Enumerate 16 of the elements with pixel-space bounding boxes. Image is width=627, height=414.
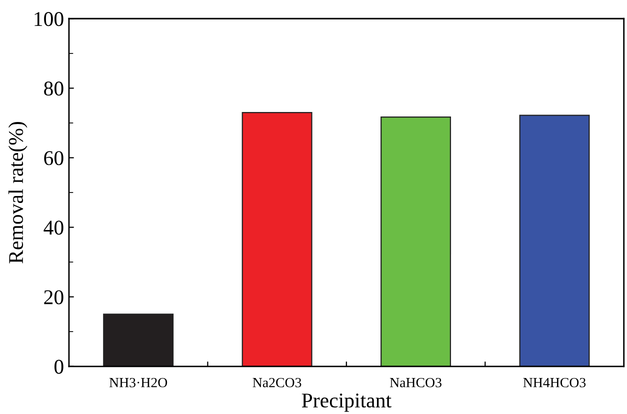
y-tick-label: 80 — [44, 82, 64, 96]
x-tick-label: NaHCO3 — [390, 378, 442, 388]
bar — [242, 112, 312, 366]
y-tick-label: 60 — [44, 151, 64, 166]
bar — [519, 114, 590, 366]
x-tick-label: Na2CO3 — [252, 378, 302, 388]
x-axis-title: Precipitant — [302, 394, 392, 412]
bar — [380, 116, 452, 366]
bar — [103, 314, 174, 366]
y-axis-title: Removal rate(%) — [8, 122, 28, 264]
y-tick-label: 100 — [34, 12, 64, 26]
x-tick-label: NH4HCO3 — [523, 378, 586, 388]
y-tick-label: 20 — [44, 290, 64, 304]
x-tick-label: NH3·H2O — [109, 378, 168, 388]
y-tick-label: 40 — [44, 220, 64, 235]
y-tick-label: 0 — [54, 360, 64, 374]
